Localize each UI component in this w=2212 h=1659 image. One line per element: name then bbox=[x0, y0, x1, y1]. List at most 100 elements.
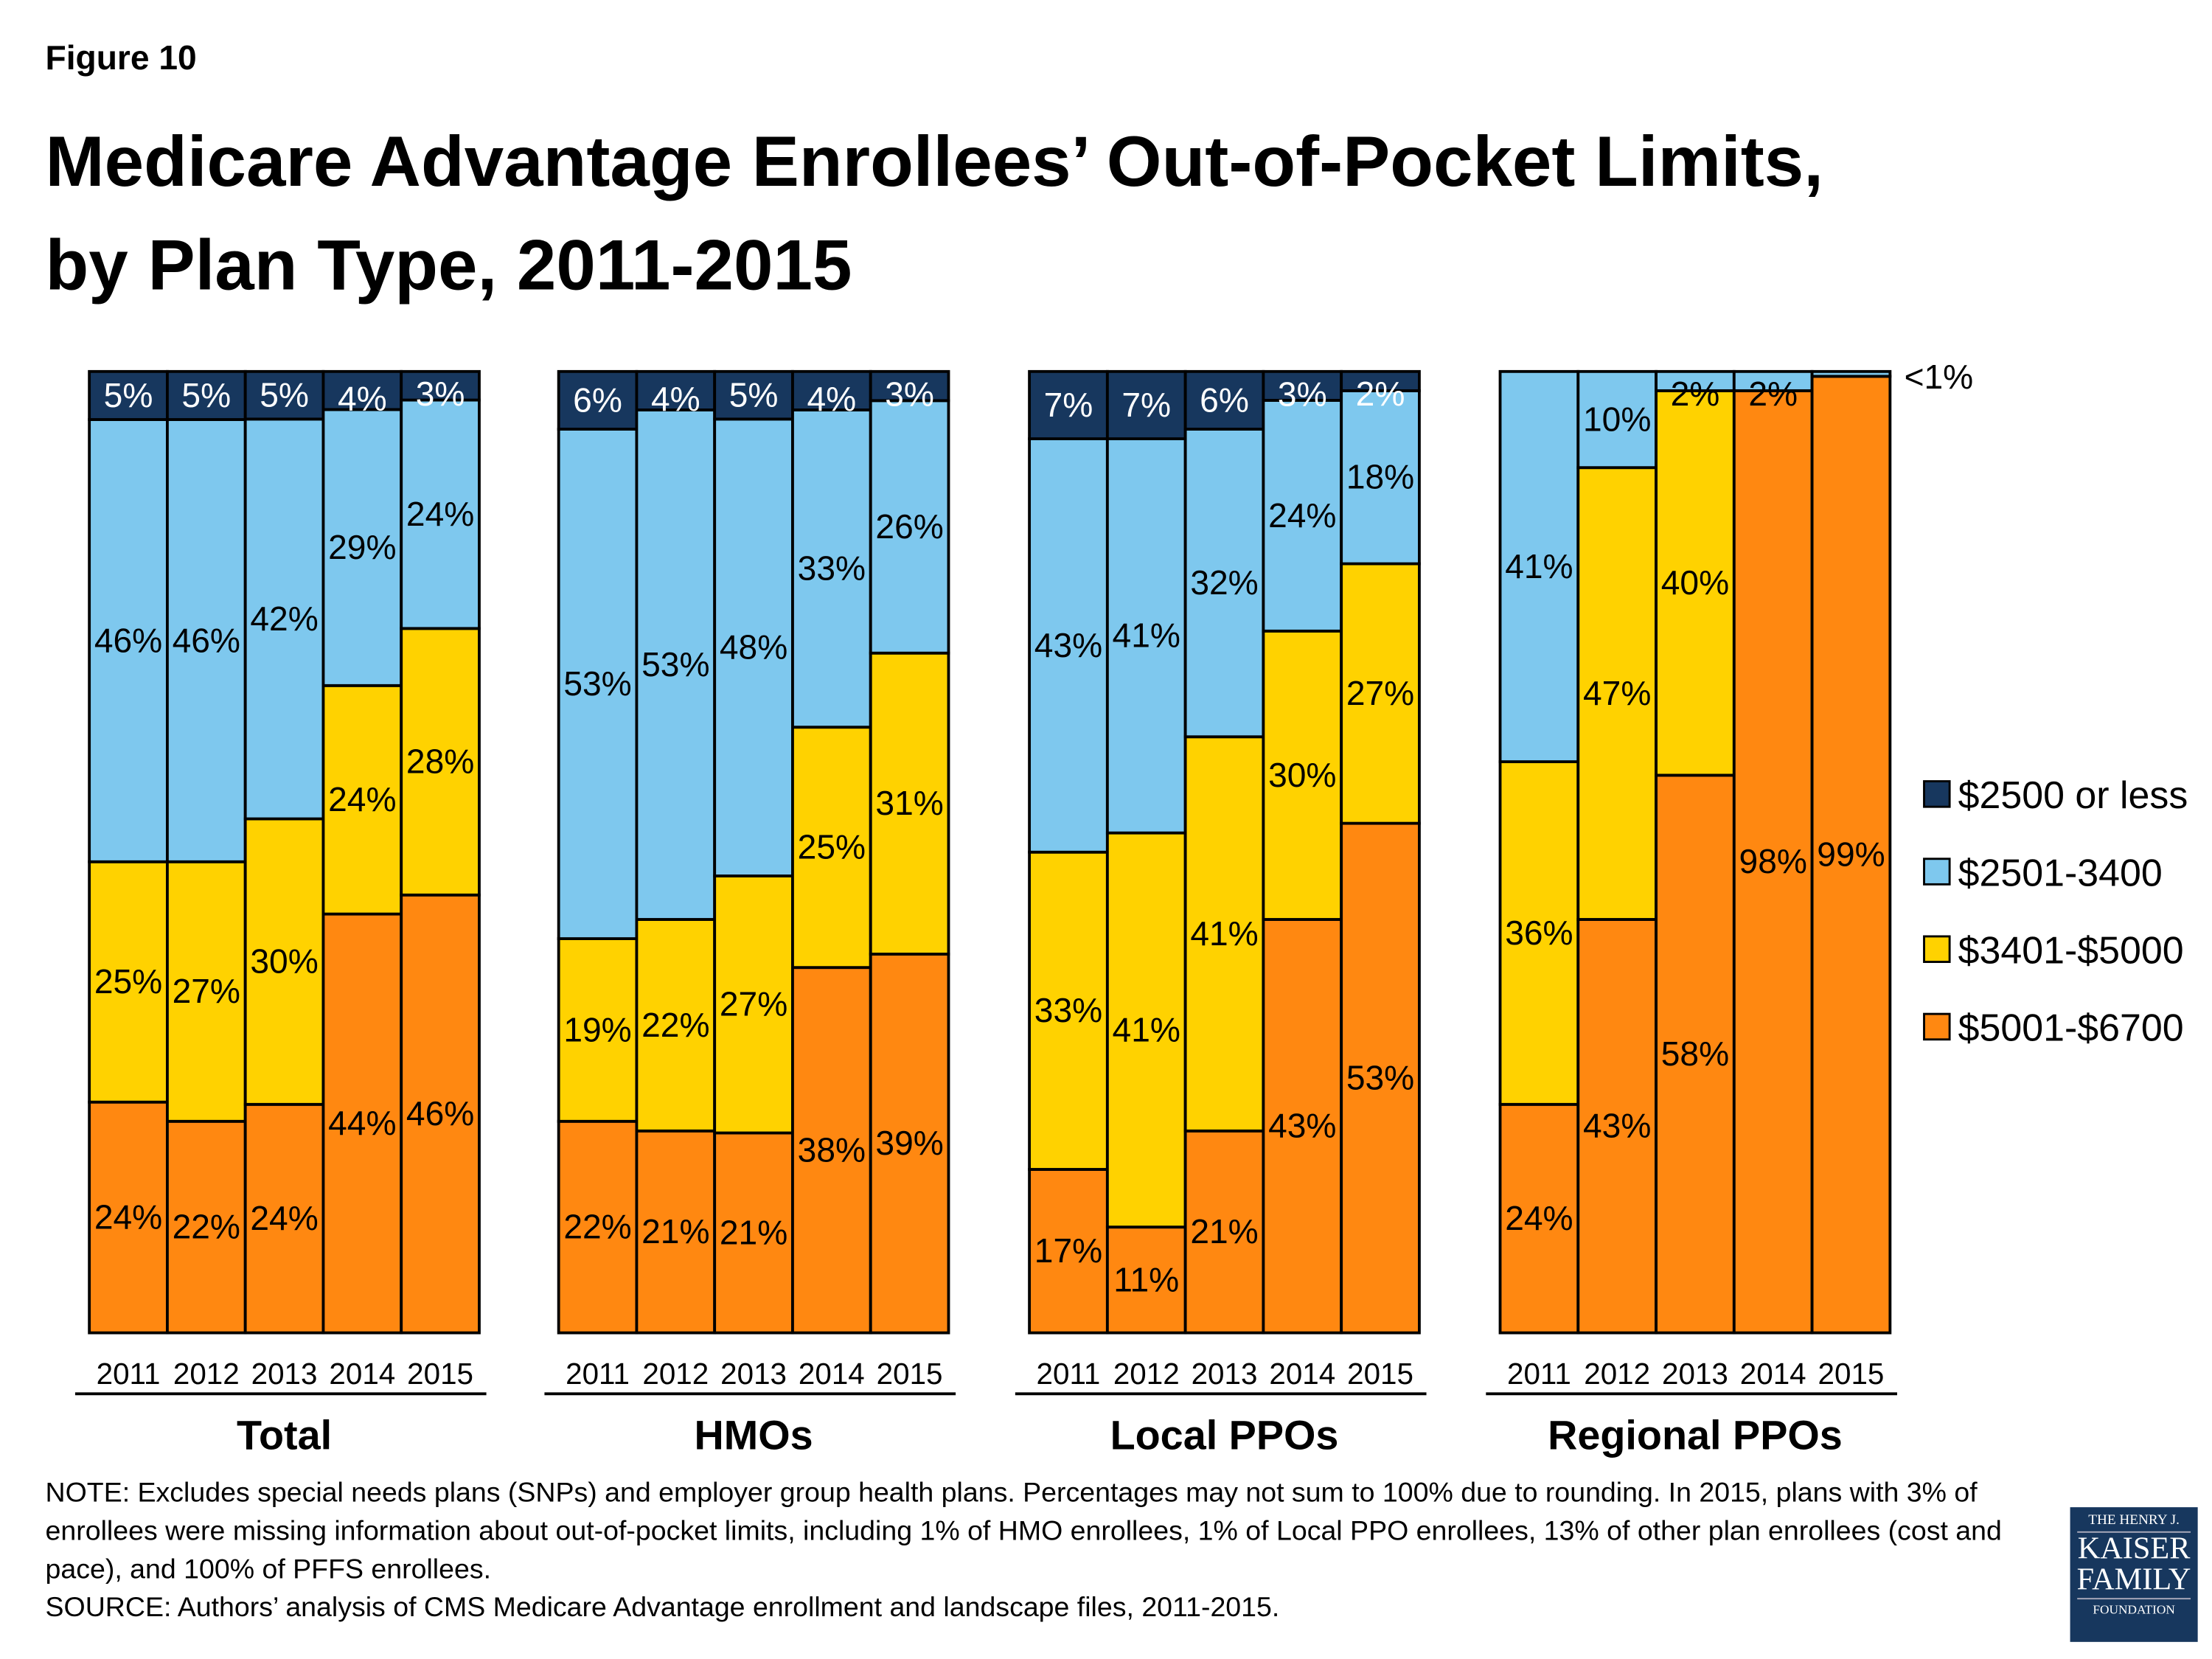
bar-segment bbox=[1028, 1168, 1109, 1335]
data-label: 2% bbox=[1671, 375, 1720, 413]
data-label: 53% bbox=[641, 645, 709, 684]
data-label: 99% bbox=[1817, 835, 1885, 873]
bar-segment bbox=[243, 817, 325, 1106]
legend-swatch bbox=[1923, 1012, 1951, 1041]
data-label: 22% bbox=[173, 1208, 240, 1246]
bar-segment bbox=[1105, 831, 1187, 1229]
data-label: 7% bbox=[1121, 386, 1171, 424]
data-label: 44% bbox=[328, 1104, 396, 1142]
bar-segment bbox=[1183, 369, 1265, 431]
data-label: 47% bbox=[1583, 674, 1651, 712]
bar-segment bbox=[869, 953, 950, 1335]
bar-segment bbox=[1262, 369, 1343, 402]
data-label: 18% bbox=[1346, 458, 1414, 496]
logo-line: THE HENRY J. bbox=[2077, 1513, 2191, 1533]
data-label: 19% bbox=[563, 1010, 631, 1048]
data-label: 21% bbox=[720, 1213, 787, 1251]
bar-segment bbox=[1340, 821, 1421, 1335]
bar-segment bbox=[321, 369, 403, 411]
bar-segment bbox=[557, 369, 639, 431]
data-label: 38% bbox=[798, 1130, 866, 1169]
x-tick-label: 2015 bbox=[877, 1357, 943, 1391]
bar-segment bbox=[1340, 369, 1421, 392]
data-label: 25% bbox=[94, 962, 162, 1001]
data-label: 39% bbox=[875, 1124, 943, 1162]
data-label: 21% bbox=[641, 1212, 709, 1251]
bar-segment bbox=[400, 893, 481, 1335]
data-label: 6% bbox=[1200, 380, 1249, 419]
data-label: 22% bbox=[563, 1208, 631, 1246]
bar-segment bbox=[1340, 389, 1421, 566]
legend-label: $2500 or less bbox=[1958, 774, 2188, 817]
bar-segment bbox=[713, 874, 794, 1135]
data-label: 41% bbox=[1113, 616, 1180, 655]
group-label: Regional PPOs bbox=[1548, 1412, 1843, 1458]
bar-segment bbox=[165, 860, 247, 1123]
data-label: 5% bbox=[104, 376, 153, 414]
data-label: 7% bbox=[1044, 386, 1093, 424]
data-label: 36% bbox=[1505, 914, 1573, 952]
bar-segment bbox=[1262, 629, 1343, 921]
x-tick-label: 2012 bbox=[173, 1357, 240, 1391]
footnote: NOTE: Excludes special needs plans (SNPs… bbox=[46, 1475, 2031, 1628]
note-text: NOTE: Excludes special needs plans (SNPs… bbox=[45, 1477, 2002, 1585]
data-label: 27% bbox=[1346, 674, 1414, 712]
title-line-1: Medicare Advantage Enrollees’ Out-of-Poc… bbox=[45, 122, 1824, 202]
data-label: 24% bbox=[250, 1199, 318, 1237]
bar-segment bbox=[1498, 369, 1580, 764]
data-label: 27% bbox=[173, 972, 240, 1010]
group-label: Local PPOs bbox=[1110, 1412, 1339, 1458]
bar-segment bbox=[88, 369, 169, 421]
bar-segment bbox=[635, 369, 717, 411]
data-label: 40% bbox=[1661, 563, 1729, 602]
x-tick-label: 2014 bbox=[329, 1357, 395, 1391]
data-label: 53% bbox=[1346, 1058, 1414, 1096]
bar-segment bbox=[1340, 562, 1421, 825]
bar-segment bbox=[1655, 369, 1736, 392]
data-label: 24% bbox=[1505, 1199, 1573, 1237]
data-label: 98% bbox=[1739, 842, 1807, 880]
data-label: 43% bbox=[1034, 626, 1102, 664]
data-label: 5% bbox=[260, 375, 309, 414]
data-label: 41% bbox=[1505, 547, 1573, 585]
data-label: 28% bbox=[406, 742, 474, 780]
data-label: 5% bbox=[181, 376, 231, 414]
bar-segment bbox=[1576, 369, 1658, 470]
data-label: 5% bbox=[729, 375, 779, 414]
legend-label: $3401-$5000 bbox=[1958, 929, 2184, 972]
bar-segment bbox=[635, 918, 717, 1133]
title-line-2: by Plan Type, 2011-2015 bbox=[45, 225, 852, 305]
legend-swatch bbox=[1923, 935, 1951, 964]
bar-segment bbox=[1183, 1129, 1265, 1335]
x-tick-label: 2012 bbox=[1113, 1357, 1180, 1391]
data-label: 4% bbox=[651, 380, 700, 418]
data-label: 4% bbox=[338, 380, 387, 418]
data-label: 3% bbox=[1278, 375, 1327, 413]
data-label: <1% bbox=[1905, 358, 1974, 396]
bar-segment bbox=[1810, 375, 1892, 1335]
bar-segment bbox=[1732, 389, 1814, 1335]
x-tick-label: 2012 bbox=[1584, 1357, 1650, 1391]
bar-segment bbox=[1028, 369, 1109, 441]
data-label: 24% bbox=[94, 1198, 162, 1237]
logo-line: KAISER bbox=[2077, 1529, 2191, 1565]
data-label: 3% bbox=[416, 375, 465, 413]
data-label: 33% bbox=[1034, 991, 1102, 1029]
data-label: 46% bbox=[406, 1094, 474, 1133]
source-text: SOURCE: Authors’ analysis of CMS Medicar… bbox=[45, 1592, 1280, 1624]
data-label: 43% bbox=[1268, 1107, 1336, 1145]
data-label: 4% bbox=[807, 380, 856, 418]
data-label: 46% bbox=[94, 621, 162, 659]
bar-segment bbox=[869, 399, 950, 655]
group-label: HMOs bbox=[695, 1412, 813, 1458]
figure-label: Figure 10 bbox=[45, 39, 197, 78]
x-tick-label: 2013 bbox=[251, 1357, 318, 1391]
bar-segment bbox=[1183, 428, 1265, 739]
data-label: 2% bbox=[1356, 375, 1405, 413]
legend-swatch bbox=[1923, 858, 1951, 886]
bar-segment bbox=[88, 860, 169, 1104]
x-tick-label: 2013 bbox=[1662, 1357, 1728, 1391]
data-label: 21% bbox=[1190, 1212, 1258, 1251]
data-label: 11% bbox=[1113, 1260, 1179, 1298]
chart-title: Medicare Advantage Enrollees’ Out-of-Poc… bbox=[46, 111, 2101, 318]
